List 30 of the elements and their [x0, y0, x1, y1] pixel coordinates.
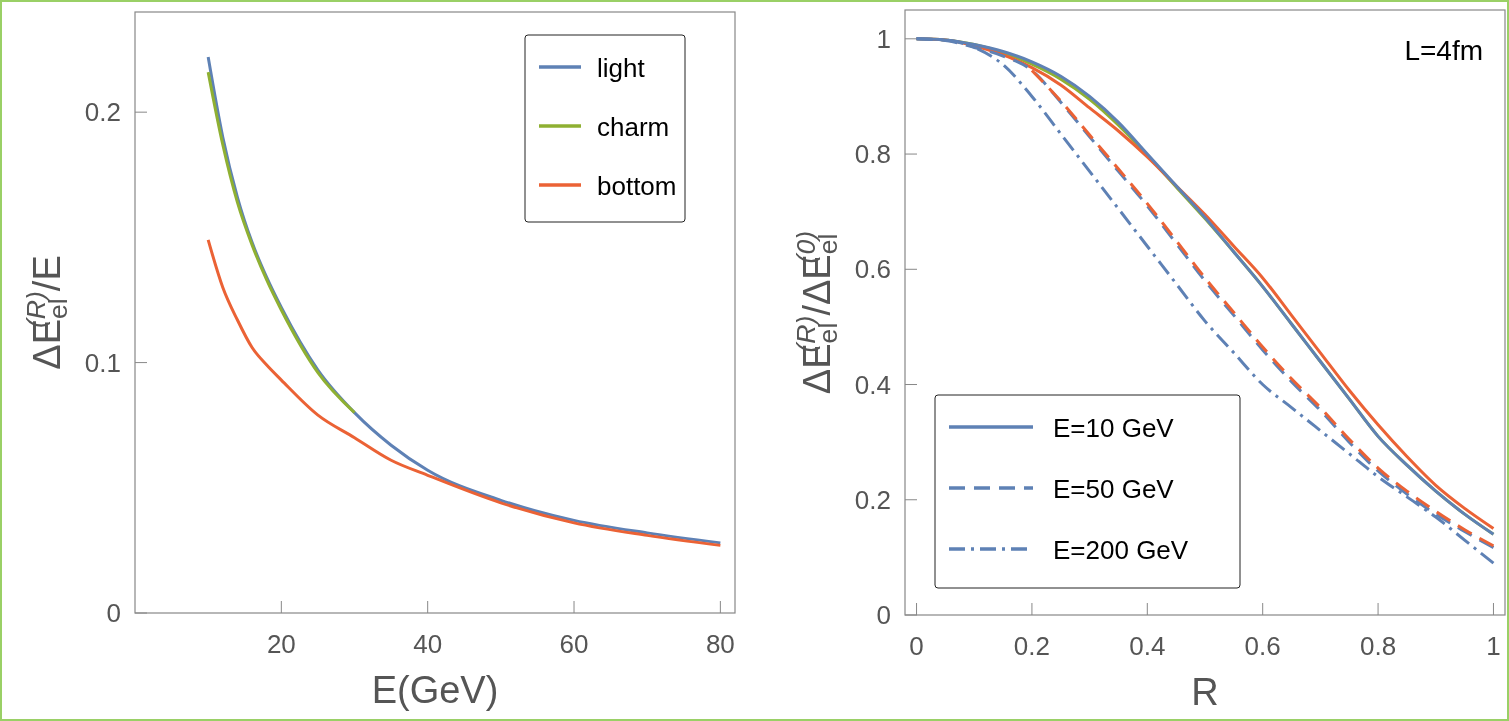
x-axis-title: R: [1191, 671, 1219, 713]
x-tick-label: 0.8: [1360, 631, 1397, 661]
legend-label: E=200 GeV: [1053, 535, 1189, 565]
x-tick-label: 0.2: [1013, 631, 1050, 661]
y-tick-label: 1: [876, 23, 891, 54]
line-series: [206, 238, 722, 547]
x-tick-label: 80: [705, 629, 735, 659]
y-tick-label: 0.2: [84, 97, 121, 128]
x-tick-label: 1: [1486, 631, 1501, 661]
y-tick-label: 0.4: [854, 369, 891, 400]
legend-label: E=10 GeV: [1053, 413, 1175, 443]
y-tick-label: 0: [106, 598, 121, 628]
x-tick-label: 0: [909, 631, 924, 661]
x-tick-label: 0.6: [1244, 631, 1281, 661]
x-tick-label: 20: [266, 629, 296, 659]
y-tick-label: 0.1: [84, 347, 121, 378]
y-tick-label: 0: [876, 600, 891, 630]
y-tick-label: 0.2: [854, 484, 891, 515]
x-axis-title: E(GeV): [371, 669, 499, 711]
annotation: L=4fm: [1404, 35, 1483, 66]
y-tick-label: 0.6: [854, 254, 891, 285]
x-tick-label: 0.4: [1129, 631, 1166, 661]
x-tick-label: 60: [559, 629, 589, 659]
legend-label: charm: [597, 112, 670, 142]
legend-label: light: [597, 53, 646, 83]
legend-label: bottom: [597, 171, 677, 201]
x-tick-label: 40: [413, 629, 443, 659]
line-series: [206, 70, 357, 415]
legend-label: E=50 GeV: [1053, 474, 1175, 504]
y-tick-label: 0.8: [854, 139, 891, 170]
